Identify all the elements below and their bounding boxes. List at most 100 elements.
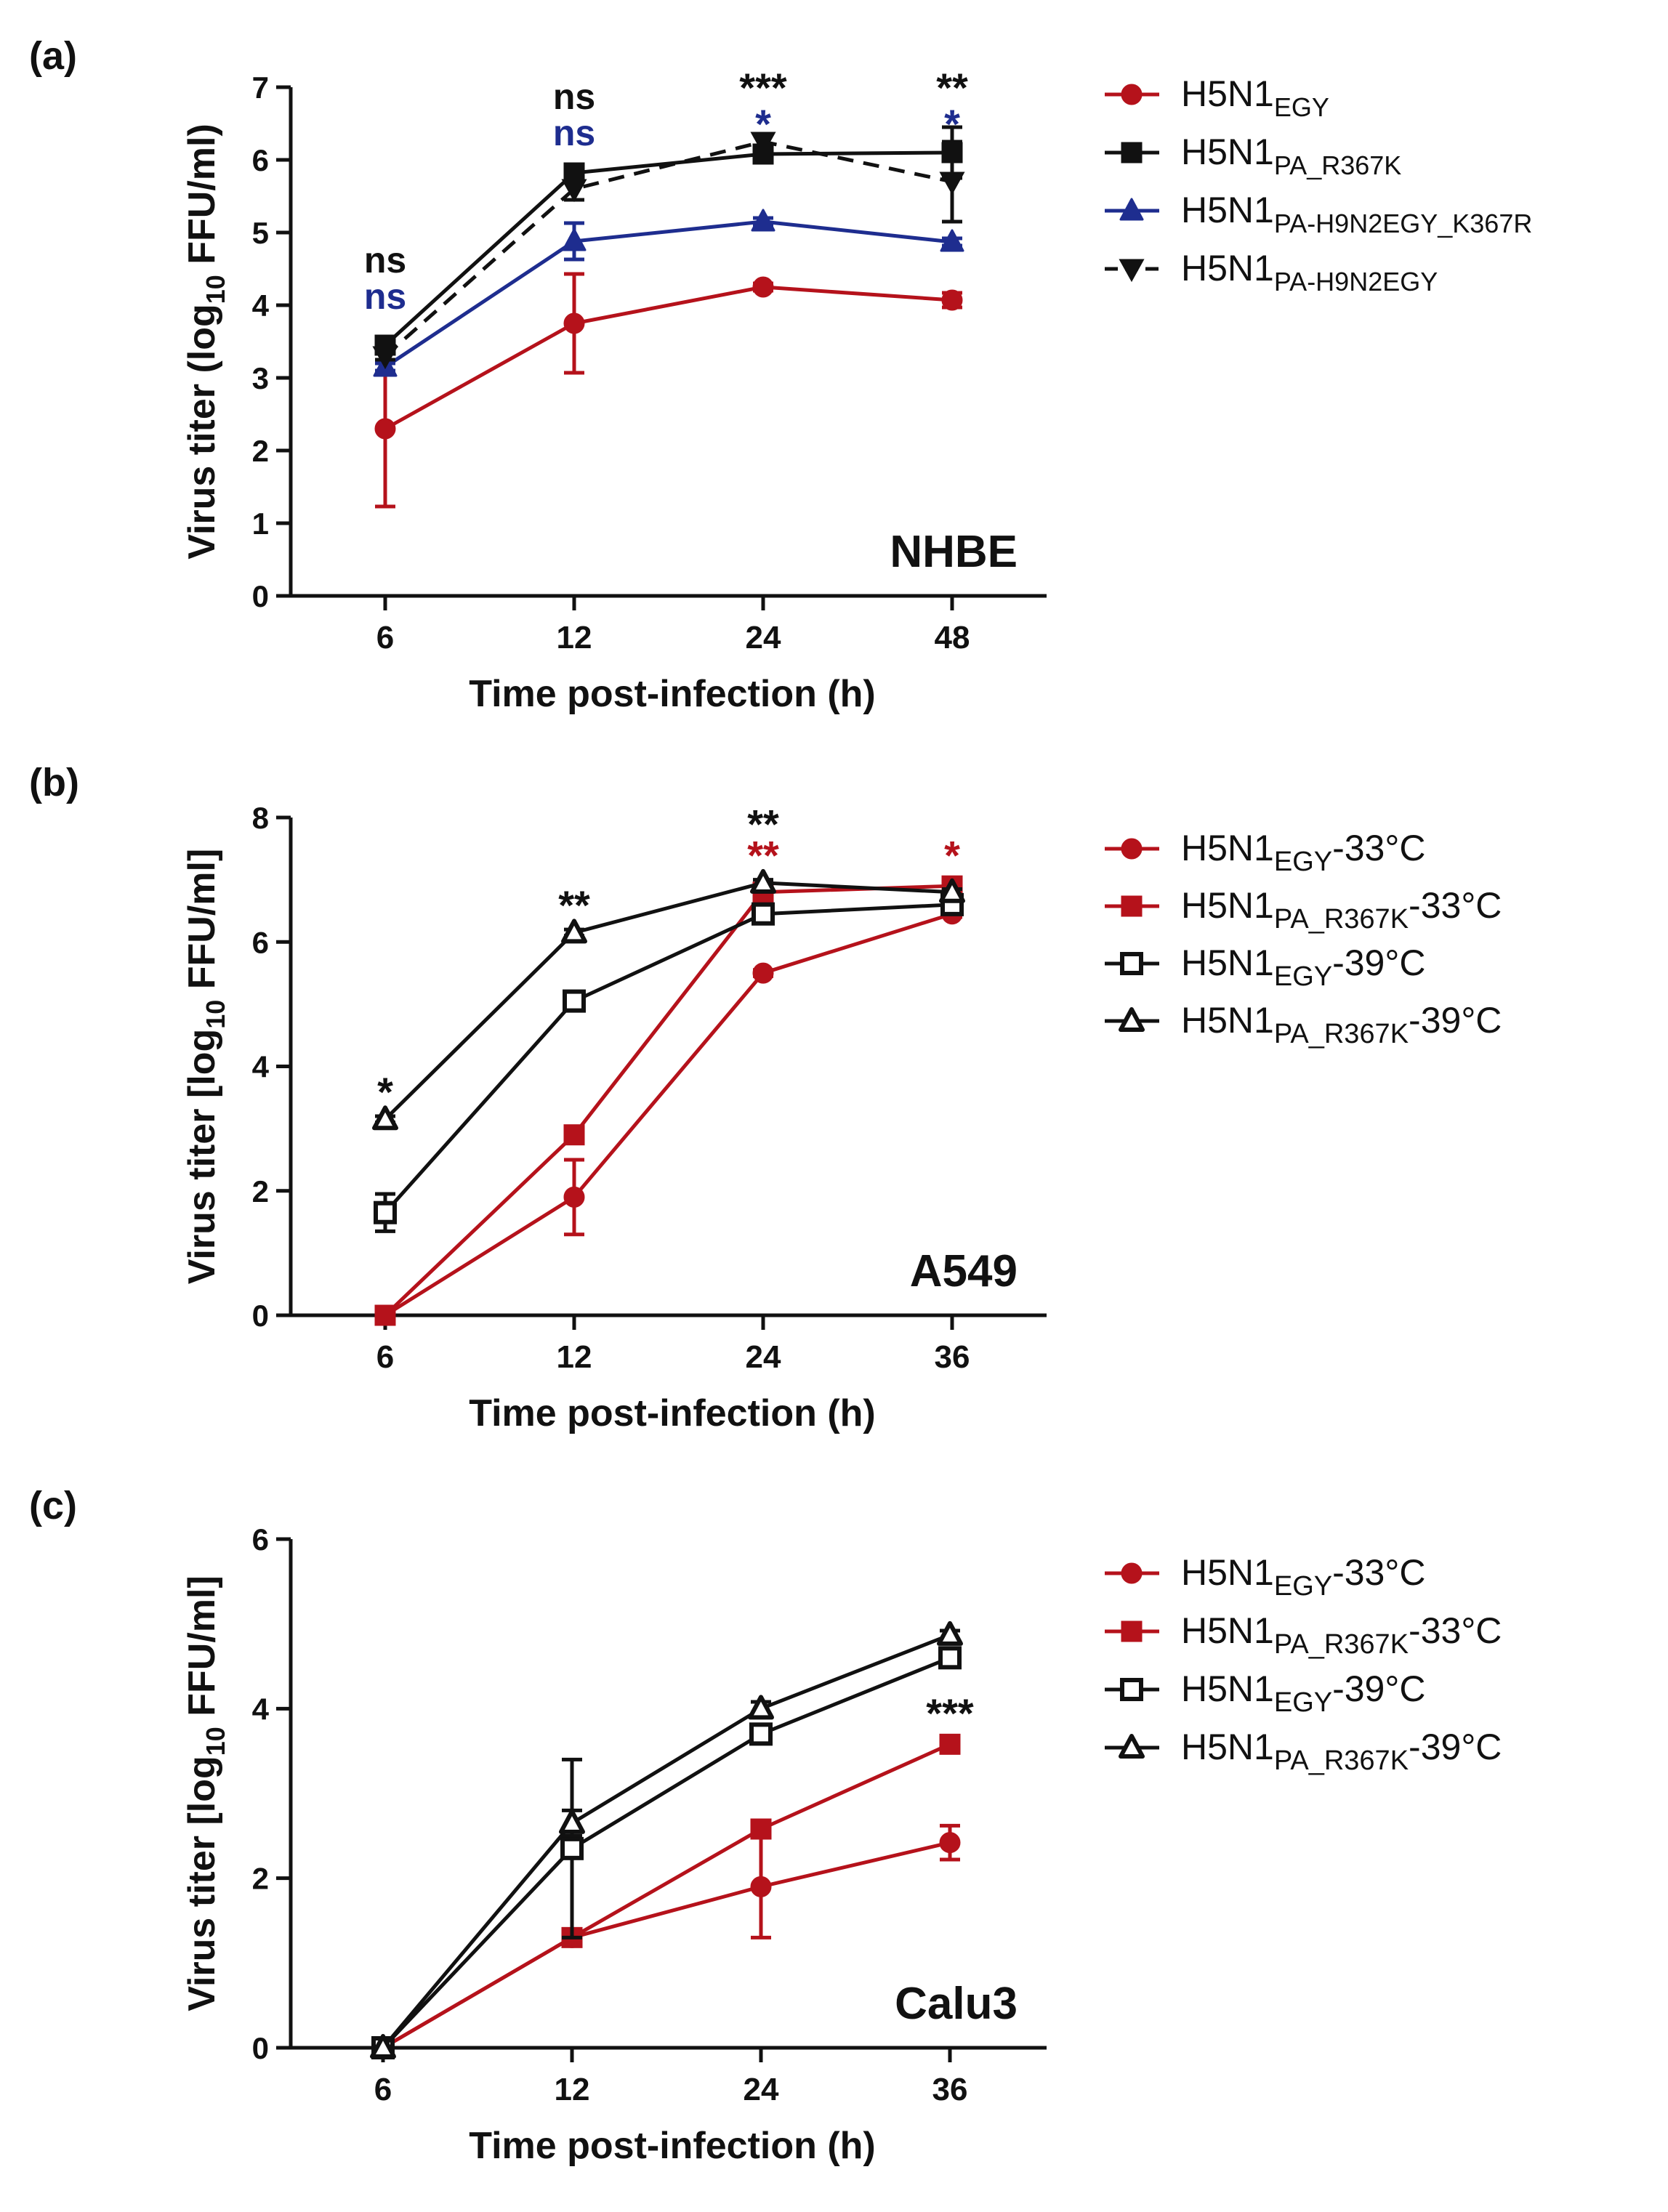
legend-entry: H5N1EGY-33°C <box>1105 828 1425 877</box>
legend-label-main: H5N1 <box>1181 73 1274 114</box>
legend-marker <box>1119 259 1145 283</box>
y-tick-label: 2 <box>252 434 269 468</box>
legend-label-sub: EGY <box>1274 961 1332 992</box>
significance-label: *** <box>926 1690 974 1736</box>
series-1 <box>374 903 963 1326</box>
y-tick-label: 5 <box>252 216 269 250</box>
legend-marker <box>1120 1678 1143 1701</box>
legend-entry: H5N1PA_R367K-39°C <box>1105 1727 1502 1776</box>
legend-label-tail: -39°C <box>1332 942 1425 983</box>
x-tick-label: 12 <box>557 620 592 655</box>
series-3 <box>371 1646 962 2059</box>
legend-marker <box>1119 198 1144 221</box>
x-tick-label: 6 <box>376 620 394 655</box>
series-2 <box>372 1733 961 2059</box>
x-axis-label: Time post-infection (h) <box>469 673 875 715</box>
cell-line-label: Calu3 <box>895 1979 1018 2029</box>
data-point <box>750 868 776 894</box>
legend-label-tail: -33°C <box>1332 1552 1425 1593</box>
data-point <box>937 1620 963 1646</box>
legend-entry: H5N1EGY-39°C <box>1105 1668 1425 1718</box>
legend-entry: H5N1EGY-33°C <box>1105 1552 1425 1602</box>
legend: H5N1EGY-33°C H5N1PA_R367K-33°C H5N1EGY-39°… <box>1105 1552 1502 1776</box>
y-tick-label: 1 <box>252 506 269 541</box>
y-axis-label: Virus titer [log10 FFU/ml] <box>181 849 230 1285</box>
legend-marker <box>1121 1562 1143 1584</box>
significance-label: ns <box>364 276 406 317</box>
y-axis-label: Virus titer [log10 FFU/ml] <box>181 1575 230 2011</box>
data-point <box>939 1832 961 1854</box>
significance-label: * <box>944 832 960 878</box>
data-point <box>374 1304 396 1326</box>
legend-label-main: H5N1 <box>1181 1610 1274 1651</box>
data-point <box>751 209 775 232</box>
data-point <box>752 276 774 298</box>
y-axis-label-tail: FFU/ml] <box>181 1575 223 1727</box>
y-tick-label: 3 <box>252 361 269 395</box>
y-axis-label-sub: 10 <box>201 1727 230 1756</box>
x-tick-label: 12 <box>557 1339 592 1375</box>
legend-label-main: H5N1 <box>1181 828 1274 868</box>
legend-label-sub: PA-H9N2EGY_K367R <box>1274 209 1533 238</box>
legend-label-sub: PA_R367K <box>1274 150 1401 180</box>
legend-entry: H5N1EGY-39°C <box>1105 942 1425 992</box>
x-axis-label: Time post-infection (h) <box>469 1392 875 1434</box>
significance-label: ns <box>553 113 595 153</box>
legend-label-main: H5N1 <box>1181 942 1274 983</box>
data-point <box>559 1809 585 1834</box>
x-tick-label: 36 <box>935 1339 970 1375</box>
series-2 <box>374 875 963 1326</box>
y-tick-label: 6 <box>252 925 269 959</box>
legend-label: H5N1PA_R367K <box>1181 132 1401 180</box>
significance-label: ns <box>553 76 595 117</box>
series-1 <box>374 272 963 509</box>
legend-marker <box>1121 838 1143 860</box>
legend-marker <box>1121 895 1143 917</box>
significance-label: ** <box>747 832 779 878</box>
y-axis-label-main: Virus titer [log <box>181 1029 223 1285</box>
y-tick-label: 8 <box>252 801 269 835</box>
data-point <box>563 312 585 334</box>
y-tick-label: 4 <box>252 288 270 323</box>
y-axis-label: Virus titer (log10 FFU/ml) <box>181 124 230 560</box>
legend-entry: H5N1PA_R367K <box>1105 132 1401 180</box>
legend-marker <box>1119 1734 1145 1759</box>
data-point <box>748 1695 774 1720</box>
legend-label: H5N1EGY-33°C <box>1181 1552 1425 1602</box>
legend-label-sub: PA_R367K <box>1274 1019 1409 1049</box>
y-tick-label: 0 <box>252 2031 269 2065</box>
data-point <box>940 229 964 252</box>
legend-label-main: H5N1 <box>1181 248 1274 288</box>
series-line <box>384 884 953 1317</box>
y-axis-label-sub: 10 <box>201 1000 230 1029</box>
series-4 <box>372 132 965 370</box>
significance-label: * <box>944 101 960 147</box>
data-point <box>939 1733 961 1755</box>
x-tick-label: 6 <box>376 1339 394 1375</box>
legend-label: H5N1PA-H9N2EGY_K367R <box>1181 190 1532 238</box>
y-axis-label-sub: 10 <box>201 275 230 304</box>
x-tick-label: 24 <box>746 620 781 655</box>
legend-entry: H5N1PA_R367K-33°C <box>1105 1610 1502 1660</box>
y-axis-label-main: Virus titer (log <box>181 304 223 560</box>
data-point <box>941 289 963 311</box>
legend-marker <box>1120 952 1143 975</box>
y-tick-label: 6 <box>252 1522 269 1557</box>
legend-label-tail: -33°C <box>1409 1610 1502 1651</box>
legend: H5N1EGYH5N1PA_R367KH5N1PA-H9N2EGY_K367RH… <box>1105 73 1532 296</box>
legend-label-main: H5N1 <box>1181 885 1274 926</box>
data-point <box>561 919 587 944</box>
legend-label-tail: -33°C <box>1332 828 1425 868</box>
legend-label-tail: -33°C <box>1409 885 1502 926</box>
legend-label-main: H5N1 <box>1181 1727 1274 1767</box>
legend-marker <box>1121 84 1143 105</box>
y-tick-label: 4 <box>252 1692 270 1726</box>
y-axis-label-tail: FFU/ml) <box>181 124 223 275</box>
panel-label: (a) <box>29 34 77 78</box>
data-point <box>752 902 775 926</box>
series-line <box>384 881 953 1121</box>
data-point <box>370 2034 396 2059</box>
